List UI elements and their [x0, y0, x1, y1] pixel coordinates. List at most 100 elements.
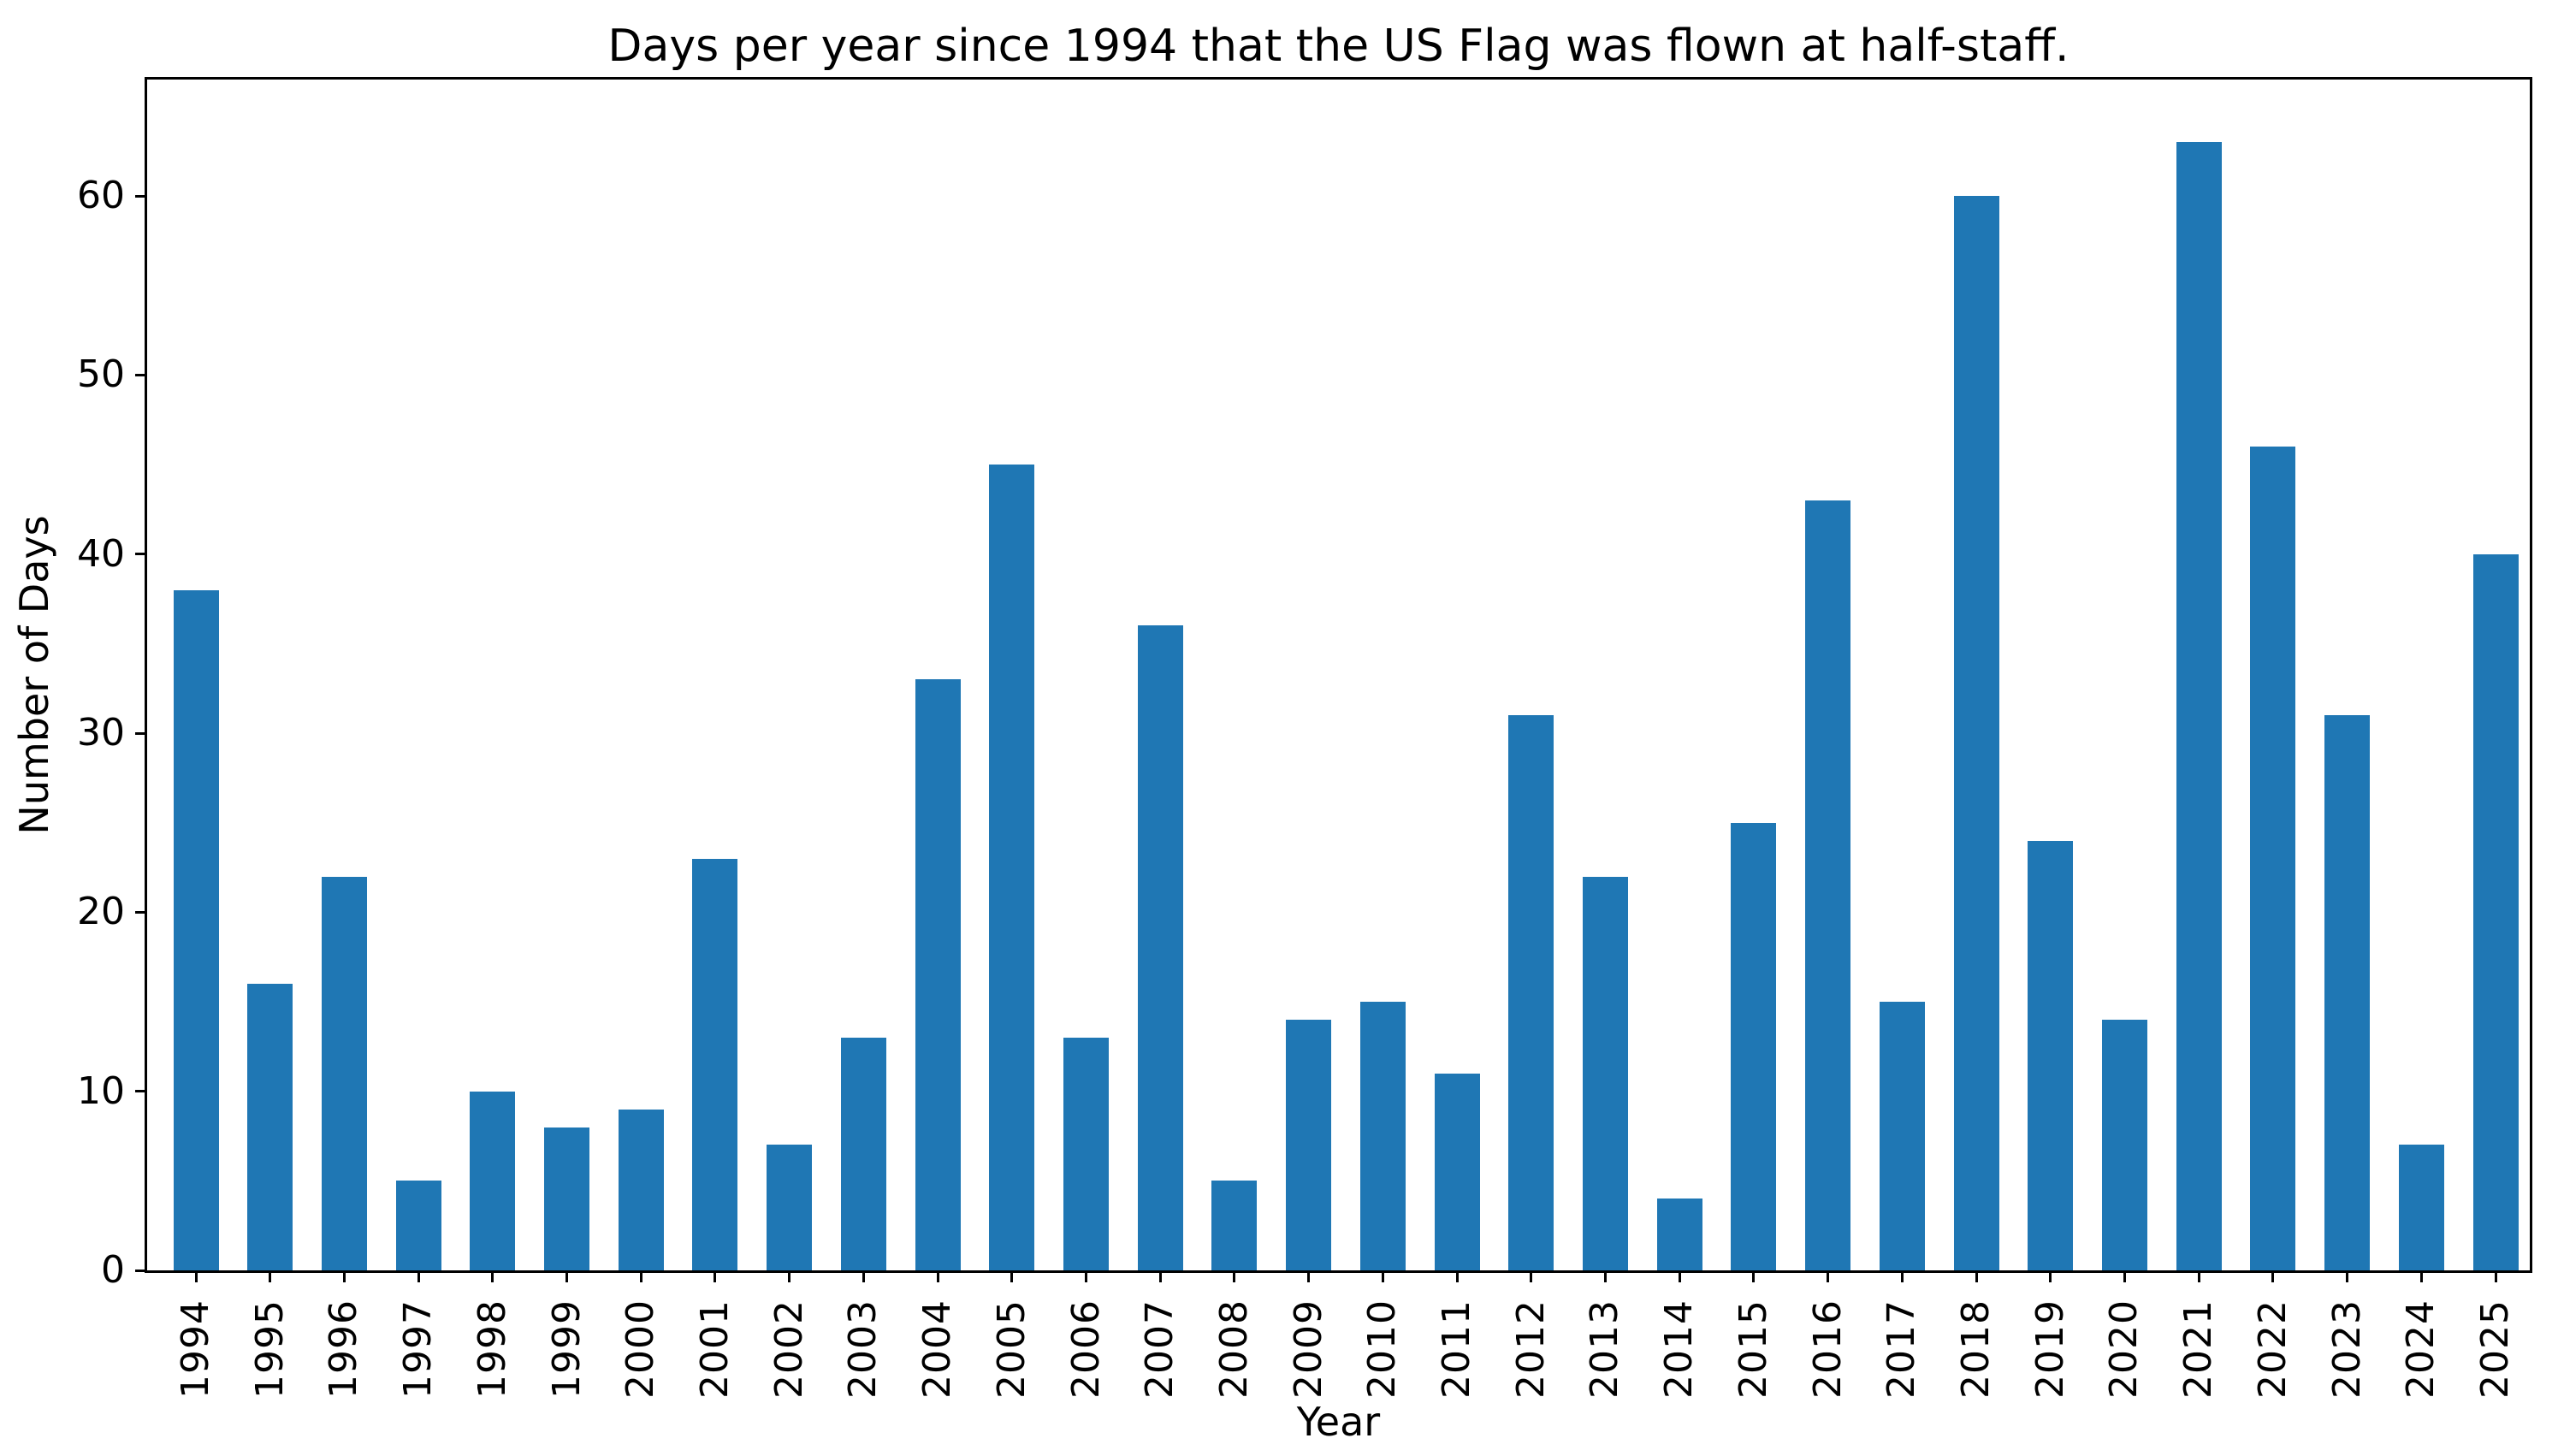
y-tick-label: 30: [77, 711, 125, 755]
x-tick-mark: [1307, 1270, 1311, 1282]
bar-2006: [1063, 1037, 1110, 1270]
x-tick-mark: [2049, 1270, 2052, 1282]
x-tick-mark: [2271, 1270, 2275, 1282]
bar-2017: [1879, 1002, 1925, 1270]
x-tick-label: 2013: [1583, 1299, 1627, 1399]
x-tick-label: 2012: [1508, 1299, 1553, 1399]
bar-2009: [1286, 1019, 1332, 1270]
x-tick-label: 1995: [247, 1299, 292, 1399]
y-tick-label: 20: [77, 890, 125, 934]
y-tick-mark: [135, 553, 147, 556]
x-tick-label: 2020: [2102, 1299, 2146, 1399]
y-tick-mark: [135, 731, 147, 735]
y-axis-label: Number of Days: [11, 515, 57, 835]
x-tick-mark: [1530, 1270, 1533, 1282]
x-tick-label: 2006: [1063, 1299, 1108, 1399]
bar-2014: [1656, 1199, 1702, 1270]
bar-1997: [395, 1181, 441, 1270]
x-tick-label: 2009: [1286, 1299, 1330, 1399]
x-tick-label: 2010: [1360, 1299, 1405, 1399]
chart-title: Days per year since 1994 that the US Fla…: [607, 21, 2069, 72]
y-tick-label: 10: [77, 1068, 125, 1113]
bar-2022: [2250, 447, 2296, 1270]
bar-2016: [1805, 500, 1851, 1270]
plot-area: 0 10 20 30 40 50 60 1994 1995 1996 1997 1998 1999 20…: [77, 77, 2532, 1399]
x-tick-mark: [1900, 1270, 1904, 1282]
bar-1996: [321, 876, 367, 1270]
bar-2015: [1731, 822, 1777, 1270]
bar-2013: [1582, 876, 1628, 1270]
x-tick-label: 2001: [692, 1299, 737, 1399]
x-tick-label: 2002: [767, 1299, 811, 1399]
bar-1995: [247, 984, 293, 1270]
bar-2018: [1953, 196, 1999, 1270]
x-tick-label: 2007: [1138, 1299, 1182, 1399]
x-tick-label: 2017: [1880, 1299, 1924, 1399]
bar-2011: [1434, 1073, 1480, 1270]
x-tick-label: 2019: [2028, 1299, 2072, 1399]
x-tick-mark: [565, 1270, 569, 1282]
y-tick-label: 0: [101, 1248, 125, 1292]
x-tick-label: 2016: [1805, 1299, 1850, 1399]
bar-2025: [2472, 553, 2519, 1270]
x-tick-mark: [639, 1270, 642, 1282]
x-tick-mark: [417, 1270, 420, 1282]
x-tick-mark: [1678, 1270, 1681, 1282]
x-tick-mark: [1455, 1270, 1459, 1282]
x-tick-label: 1999: [544, 1299, 589, 1399]
y-tick-mark: [135, 373, 147, 376]
y-tick-label: 50: [77, 352, 125, 397]
bar-2000: [618, 1109, 664, 1270]
x-tick-label: 1994: [174, 1299, 217, 1399]
bar-2020: [2101, 1019, 2147, 1270]
x-tick-label: 2021: [2176, 1299, 2221, 1399]
bar-2023: [2324, 715, 2371, 1270]
x-tick-label: 2025: [2473, 1299, 2517, 1399]
bar-2012: [1508, 715, 1554, 1270]
x-tick-mark: [2197, 1270, 2200, 1282]
x-tick-mark: [1381, 1270, 1384, 1282]
y-tick-label: 40: [77, 531, 125, 576]
bar-2024: [2398, 1145, 2444, 1270]
x-tick-mark: [2123, 1270, 2126, 1282]
x-tick-mark: [194, 1270, 198, 1282]
x-tick-label: 2014: [1657, 1299, 1702, 1399]
x-tick-mark: [1085, 1270, 1088, 1282]
x-tick-mark: [342, 1270, 346, 1282]
x-tick-mark: [1603, 1270, 1607, 1282]
x-tick-mark: [1975, 1270, 1978, 1282]
bar-2021: [2176, 142, 2222, 1270]
x-tick-mark: [788, 1270, 791, 1282]
x-tick-label: 1996: [322, 1299, 366, 1399]
x-tick-label: 1997: [396, 1299, 441, 1399]
x-tick-label: 2023: [2324, 1299, 2369, 1399]
x-tick-mark: [269, 1270, 272, 1282]
bar-2003: [840, 1037, 886, 1270]
x-tick-mark: [1010, 1270, 1014, 1282]
bar-1994: [173, 589, 219, 1270]
x-tick-mark: [1233, 1270, 1236, 1282]
x-tick-label: 2000: [619, 1299, 663, 1399]
y-tick-mark: [135, 194, 147, 198]
x-tick-label: 2018: [1954, 1299, 1998, 1399]
x-tick-mark: [491, 1270, 494, 1282]
bar-1998: [470, 1091, 516, 1270]
y-tick-mark: [135, 1269, 147, 1272]
bar-2008: [1211, 1181, 1258, 1270]
x-tick-label: 2011: [1435, 1299, 1479, 1399]
bar-2001: [692, 858, 738, 1270]
x-tick-mark: [2494, 1270, 2497, 1282]
bar-2007: [1137, 625, 1183, 1270]
x-tick-label: 2005: [989, 1299, 1033, 1399]
x-tick-label: 2004: [915, 1299, 960, 1399]
bar-1999: [544, 1127, 590, 1270]
x-tick-label: 2003: [841, 1299, 885, 1399]
x-axis-label: Year: [1296, 1399, 1381, 1445]
bar-2002: [767, 1145, 813, 1270]
y-tick-mark: [135, 1090, 147, 1093]
bar-2019: [2028, 840, 2074, 1270]
x-tick-label: 2008: [1211, 1299, 1256, 1399]
x-tick-mark: [2419, 1270, 2423, 1282]
bar-2010: [1359, 1002, 1406, 1270]
